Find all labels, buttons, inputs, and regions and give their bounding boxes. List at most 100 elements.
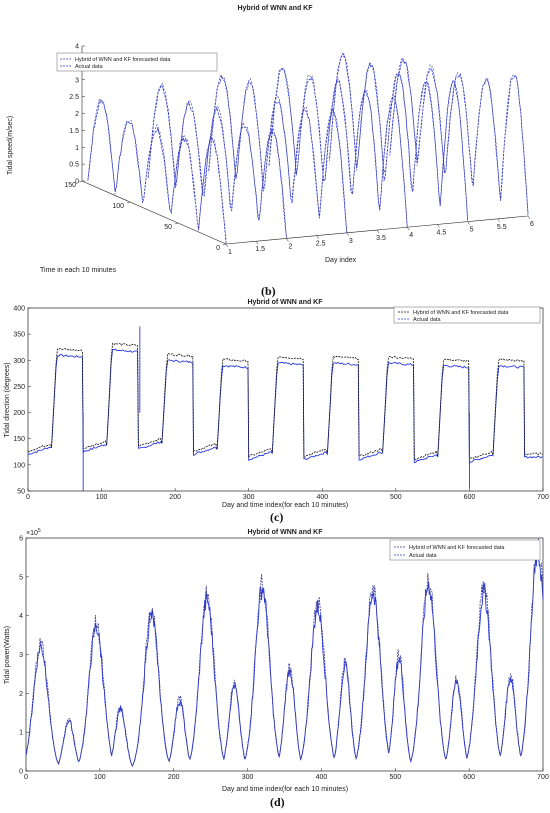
z-tick-label: 2 (75, 111, 79, 118)
z-tick-label: 0.5 (69, 162, 79, 169)
x-tick (406, 227, 410, 231)
series-actual (27, 348, 543, 465)
series-actual-day (329, 53, 468, 221)
x-tick-label: 600 (463, 774, 475, 781)
chart-title: Hybrid of WNN and KF (247, 299, 323, 306)
x-tick (467, 221, 470, 225)
plot-area: 0 100 200 300 400 500 600 700 50 100 150 200 250 300 3… (13, 306, 549, 502)
legend-entry-1: Actual data (75, 64, 103, 70)
series-forecast-day (87, 98, 227, 240)
x-tick-label: 200 (169, 494, 181, 501)
x-tick-label: 1.5 (255, 246, 265, 253)
x-tick-label: 0 (26, 494, 30, 501)
y-tick-label: 2 (19, 691, 23, 698)
x-tick (316, 235, 319, 239)
x-tick-label: 400 (316, 494, 328, 501)
x-tick-label: 2 (288, 243, 292, 250)
plot-frame (25, 537, 544, 772)
y-tick-label: 250 (13, 384, 25, 391)
series-actual-day (147, 84, 287, 237)
x-axis-label: Day and time index(for each 10 minutes) (222, 786, 348, 793)
series-forecast-day (389, 57, 529, 213)
legend-entry-1: Actual data (413, 317, 441, 323)
chart-d: Hybrid of WNN and KF ×105 0 100 200 300 400 5… (4, 528, 549, 793)
series-actual-day (268, 67, 408, 228)
x-tick-label: 300 (242, 774, 254, 781)
legend-entry-0: Hybrid of WNN and KF forecasted data (409, 545, 505, 551)
y-tick-label: 200 (13, 410, 25, 417)
y-tick-label: 5 (19, 574, 23, 581)
x-tick (437, 224, 440, 228)
series-actual-day (87, 99, 227, 244)
legend: Hybrid of WNN and KF forecasted data Act… (56, 52, 218, 72)
y-axis-label: Tidal direction (degrees) (4, 362, 11, 437)
series-forecast (25, 538, 544, 767)
chart-title: Hybrid of WNN and KF (237, 5, 313, 12)
y-tick-label: 0 (19, 769, 23, 776)
x-tick-label: 3 (349, 238, 353, 245)
plot-frame (27, 307, 544, 492)
series-actual (25, 541, 544, 768)
x-tick-label: 6 (530, 221, 534, 228)
series-forecast-day (208, 75, 348, 232)
y-tick (222, 243, 227, 246)
y-tick-label: 100 (112, 203, 124, 210)
legend: Hybrid of WNN and KF forecasted data Act… (389, 539, 541, 561)
x-tick (255, 241, 259, 245)
y-tick-label: 0 (216, 245, 220, 252)
series-actual-day (208, 74, 348, 233)
x-tick-label: 4 (409, 232, 413, 239)
y-axis-label: Time in each 10 minutes (40, 267, 116, 274)
z-axis-label: Tidal speed(m/sec) (7, 116, 14, 175)
x-tick (376, 229, 380, 234)
x-tick (497, 218, 501, 222)
legend-entry-0: Hybrid of WNN and KF forecasted data (413, 310, 509, 316)
x-tick-label: 500 (389, 774, 401, 781)
legend: Hybrid of WNN and KF forecasted data Act… (393, 306, 541, 324)
z-tick-label: 4 (75, 44, 79, 51)
y-tick-label: 50 (164, 224, 172, 231)
x-tick-label: 400 (316, 774, 328, 781)
x-axis-label: Day index (325, 257, 357, 264)
panel-label-c: (c) (270, 510, 284, 524)
y-tick-label: 100 (13, 462, 25, 469)
x-tick-label: 700 (537, 494, 549, 501)
y-tick-label: 350 (13, 332, 25, 339)
y-tick (174, 222, 179, 225)
y-tick-label: 3 (19, 652, 23, 659)
x-tick-label: 500 (390, 494, 402, 501)
series-forecast-day (268, 69, 408, 226)
series-actual-day (389, 58, 529, 216)
x-tick-label: 1 (228, 249, 232, 256)
x-tick-label: 2.5 (316, 241, 326, 248)
x-tick-label: 600 (464, 494, 476, 501)
panel-label-d: (d) (270, 795, 285, 809)
z-tick-label: 0 (75, 179, 79, 186)
y-tick-label: 4 (19, 613, 23, 620)
x-tick (346, 232, 350, 236)
y-tick-label: 50 (17, 489, 25, 496)
series-forecast (27, 342, 543, 461)
series-forecast-day (329, 52, 468, 219)
y-tick-label: 150 (64, 182, 76, 189)
x-tick (225, 243, 229, 248)
panel-label-b: (b) (261, 284, 276, 298)
legend-entry-0: Hybrid of WNN and KF forecasted data (75, 57, 171, 63)
plot-lines (87, 52, 529, 244)
z-tick-label: 3 (75, 77, 79, 84)
y-multiplier: ×105 (26, 528, 41, 537)
x-tick-label: 700 (537, 774, 549, 781)
x-tick-label: 0 (24, 774, 28, 781)
x-tick-label: 100 (96, 494, 108, 501)
x-tick-label: 300 (243, 494, 255, 501)
x-tick (527, 215, 531, 220)
x-tick (286, 238, 289, 242)
z-tick-label: 2.5 (69, 94, 79, 101)
y-tick-label: 300 (13, 358, 25, 365)
chart-title: Hybrid of WNN and KF (247, 529, 323, 536)
y-axis-label: Tidal power(Watts) (4, 626, 11, 684)
series-forecast-day (147, 82, 287, 239)
x-tick-label: 5 (470, 227, 474, 234)
x-tick-label: 200 (168, 774, 180, 781)
x-axis-label: Day and time index(for each 10 minutes) (222, 502, 348, 509)
